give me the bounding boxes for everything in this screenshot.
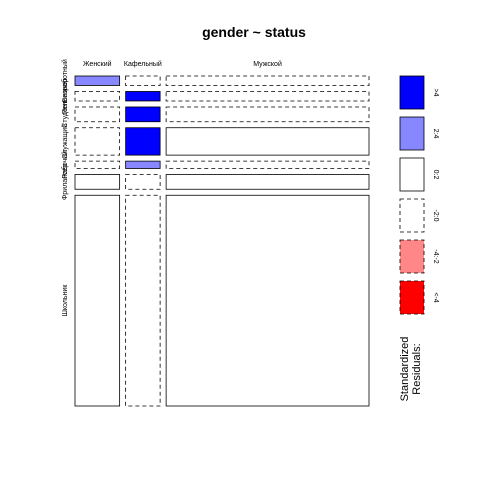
mosaic-cell (165, 91, 370, 102)
mosaic-cell (125, 194, 161, 407)
mosaic-cell (125, 106, 161, 123)
mosaic-cell (125, 91, 161, 102)
legend-swatch (399, 75, 425, 110)
legend-label: -4:-2 (432, 249, 439, 264)
mosaic-cells (74, 75, 370, 407)
mosaic-cell (74, 91, 121, 102)
mosaic-cell (74, 75, 121, 86)
legend-label: 0:2 (432, 170, 439, 180)
mosaic-cell (125, 75, 161, 86)
row-label: Служащий (61, 124, 69, 159)
mosaic-cell (125, 127, 161, 156)
mosaic-cell (74, 127, 121, 156)
column-labels: Женский Кафельный Мужской (83, 60, 282, 68)
legend-swatch (399, 116, 425, 151)
legend-label: 2:4 (432, 129, 439, 139)
mosaic-cell (165, 194, 370, 407)
mosaic-cell (125, 160, 161, 169)
row-label: Пенсионер (62, 78, 69, 114)
mosaic-cell (74, 160, 121, 169)
row-label: Фрилансер (62, 164, 69, 200)
mosaic-cell (165, 174, 370, 190)
mosaic-cell (165, 160, 370, 169)
mosaic-cell (165, 75, 370, 86)
row-labels: БезработныйПенсионерСтудентСлужащийРабоч… (61, 59, 69, 316)
legend-swatch (399, 239, 425, 274)
mosaic-cell (74, 194, 121, 407)
column-label: Мужской (253, 60, 282, 68)
row-label: Школьник (62, 284, 69, 317)
legend-label: -2:0 (432, 209, 439, 221)
column-label: Кафельный (124, 60, 162, 68)
row-label: Рабочий (61, 151, 69, 179)
mosaic-cell (74, 106, 121, 123)
mosaic-cell (125, 174, 161, 190)
column-label: Женский (83, 60, 112, 68)
mosaic-cell (165, 127, 370, 156)
row-label: Безработный (61, 59, 69, 102)
legend-label: <-4 (432, 292, 439, 302)
legend-swatch (399, 280, 425, 315)
legend-title: Standardized (399, 337, 411, 402)
legend-swatch (399, 157, 425, 192)
legend-swatch (399, 198, 425, 233)
legend-title: Residuals: (411, 343, 423, 394)
chart-title: gender ~ status (202, 24, 306, 40)
mosaic-cell (165, 106, 370, 123)
legend: >4 2:4 0:2 -2:0 -4:-2 <-4 Standardized Residual… (399, 75, 439, 402)
mosaic-cell (74, 174, 121, 190)
legend-label: >4 (432, 89, 439, 97)
row-label: Студент (62, 100, 69, 127)
